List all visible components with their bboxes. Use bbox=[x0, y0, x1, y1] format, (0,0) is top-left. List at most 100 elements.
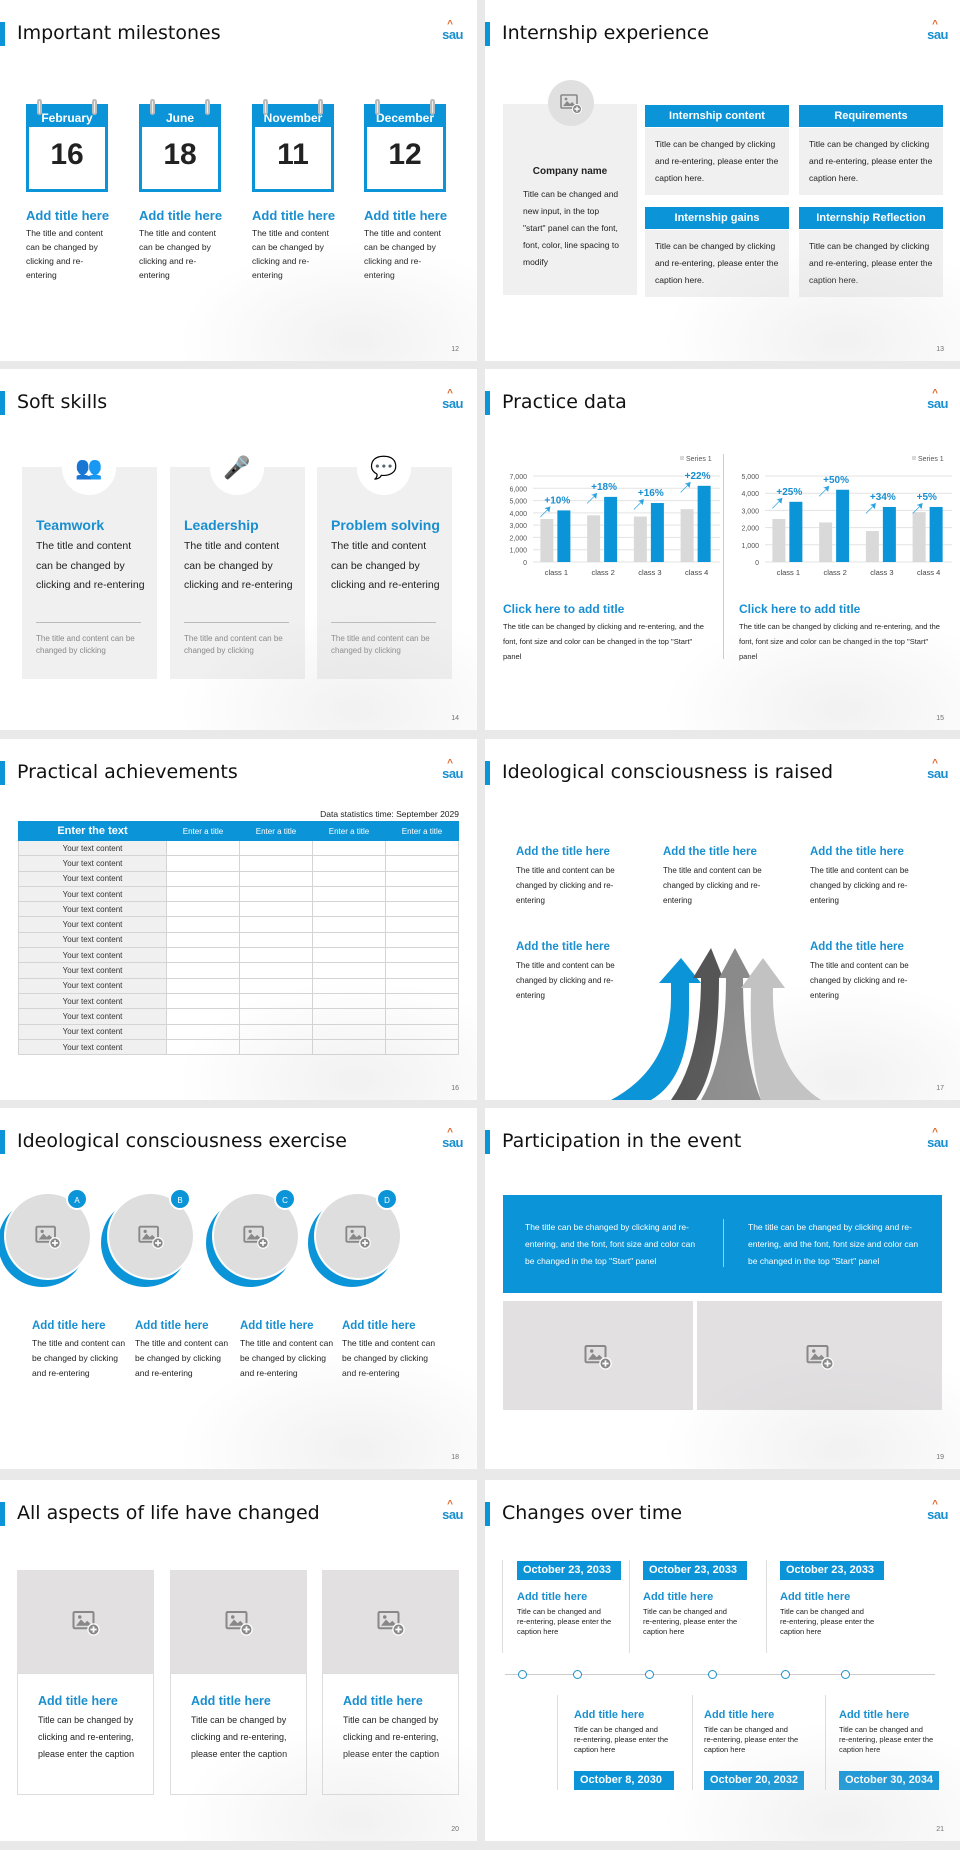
table-cell[interactable] bbox=[166, 916, 240, 933]
table-header-cell: Enter a title bbox=[312, 821, 386, 841]
bar bbox=[604, 496, 618, 562]
table-cell[interactable] bbox=[239, 962, 313, 979]
table-cell[interactable] bbox=[385, 901, 459, 918]
table-cell[interactable] bbox=[239, 977, 313, 994]
table-cell[interactable] bbox=[166, 992, 240, 1010]
table-cell[interactable] bbox=[312, 962, 386, 979]
timeline-node[interactable] bbox=[708, 1670, 717, 1679]
table-cell[interactable] bbox=[312, 1038, 386, 1056]
growth-label: +22% bbox=[685, 471, 711, 482]
table-cell[interactable] bbox=[385, 839, 459, 857]
table-cell[interactable] bbox=[239, 931, 313, 949]
table-cell[interactable] bbox=[312, 855, 386, 872]
table-cell[interactable] bbox=[239, 855, 313, 872]
table-cell[interactable] bbox=[239, 1008, 313, 1025]
table-cell[interactable]: Your text content bbox=[18, 947, 167, 964]
image-placeholder[interactable] bbox=[322, 1570, 459, 1673]
item-title: Add the title here bbox=[663, 846, 757, 858]
timeline-node[interactable] bbox=[573, 1670, 582, 1679]
table-cell[interactable] bbox=[385, 885, 459, 903]
calendar-ring bbox=[375, 99, 380, 115]
image-placeholder-icon[interactable] bbox=[548, 80, 594, 126]
table-cell[interactable] bbox=[312, 901, 386, 918]
image-placeholder[interactable] bbox=[697, 1301, 942, 1410]
table-cell[interactable]: Your text content bbox=[18, 1008, 167, 1025]
skill-title: Teamwork bbox=[36, 517, 105, 533]
table-cell[interactable] bbox=[239, 885, 313, 903]
table-cell[interactable] bbox=[385, 855, 459, 872]
table-cell[interactable] bbox=[385, 1038, 459, 1056]
table-cell[interactable]: Your text content bbox=[18, 839, 167, 857]
table-cell[interactable] bbox=[239, 1038, 313, 1056]
table-cell[interactable] bbox=[166, 885, 240, 903]
table-cell[interactable] bbox=[312, 992, 386, 1010]
table-cell[interactable] bbox=[385, 1023, 459, 1040]
table-cell[interactable] bbox=[312, 977, 386, 994]
growth-label: +10% bbox=[544, 495, 570, 506]
table-cell[interactable] bbox=[385, 992, 459, 1010]
table-cell[interactable] bbox=[166, 901, 240, 918]
growth-label: +16% bbox=[638, 488, 664, 499]
table-cell[interactable]: Your text content bbox=[18, 870, 167, 887]
table-cell[interactable] bbox=[385, 947, 459, 964]
bar bbox=[557, 510, 571, 562]
table-cell[interactable]: Your text content bbox=[18, 1038, 167, 1056]
table-cell[interactable]: Your text content bbox=[18, 1023, 167, 1040]
page-number: 16 bbox=[451, 1085, 459, 1092]
slide-title: Changes over time bbox=[502, 1502, 683, 1524]
table-cell[interactable] bbox=[166, 839, 240, 857]
table-cell[interactable] bbox=[166, 977, 240, 994]
table-cell[interactable] bbox=[166, 962, 240, 979]
image-placeholder[interactable] bbox=[17, 1570, 154, 1673]
table-cell[interactable] bbox=[385, 931, 459, 949]
table-cell[interactable] bbox=[385, 962, 459, 979]
table-cell[interactable] bbox=[239, 1023, 313, 1040]
table-cell[interactable] bbox=[239, 839, 313, 857]
timeline-node[interactable] bbox=[841, 1670, 850, 1679]
table-cell[interactable]: Your text content bbox=[18, 962, 167, 979]
calendar-day: 11 bbox=[277, 138, 309, 171]
table-cell[interactable] bbox=[239, 870, 313, 887]
table-cell[interactable]: Your text content bbox=[18, 855, 167, 872]
table-cell[interactable] bbox=[166, 855, 240, 872]
slide-18: Ideological consciousness exercise sau 18 A… bbox=[0, 1108, 477, 1469]
table-cell[interactable] bbox=[166, 1023, 240, 1040]
table-cell[interactable] bbox=[312, 870, 386, 887]
table-cell[interactable] bbox=[312, 1008, 386, 1025]
table-cell[interactable] bbox=[385, 977, 459, 994]
timeline-node[interactable] bbox=[781, 1670, 790, 1679]
image-placeholder[interactable] bbox=[503, 1301, 693, 1410]
table-cell[interactable] bbox=[312, 885, 386, 903]
table-cell[interactable] bbox=[239, 992, 313, 1010]
table-cell[interactable] bbox=[239, 947, 313, 964]
table-cell[interactable]: Your text content bbox=[18, 992, 167, 1010]
image-placeholder[interactable] bbox=[107, 1192, 195, 1280]
table-cell[interactable] bbox=[166, 931, 240, 949]
banner-text: The title can be changed by clicking and… bbox=[525, 1222, 696, 1266]
table-cell[interactable] bbox=[166, 947, 240, 964]
table-cell[interactable]: Your text content bbox=[18, 977, 167, 994]
table-cell[interactable] bbox=[385, 1008, 459, 1025]
table-cell[interactable] bbox=[312, 1023, 386, 1040]
table-cell[interactable] bbox=[385, 870, 459, 887]
table-cell[interactable] bbox=[312, 839, 386, 857]
table-cell[interactable] bbox=[312, 931, 386, 949]
table-cell[interactable]: Your text content bbox=[18, 885, 167, 903]
table-cell[interactable]: Your text content bbox=[18, 901, 167, 918]
image-placeholder[interactable] bbox=[170, 1570, 307, 1673]
table-cell[interactable] bbox=[239, 916, 313, 933]
table-cell[interactable] bbox=[166, 1038, 240, 1056]
table-cell[interactable] bbox=[312, 947, 386, 964]
table-cell[interactable] bbox=[312, 916, 386, 933]
table-cell[interactable]: Your text content bbox=[18, 931, 167, 949]
table-cell[interactable] bbox=[385, 916, 459, 933]
table-cell[interactable] bbox=[239, 901, 313, 918]
slide-16: Practical achievements sau 16 Data statisti… bbox=[0, 739, 477, 1100]
table-row: Your text content bbox=[18, 1023, 459, 1040]
table-cell[interactable] bbox=[166, 1008, 240, 1025]
timeline-node[interactable] bbox=[645, 1670, 654, 1679]
event-title: Add title here bbox=[517, 1591, 588, 1603]
table-cell[interactable] bbox=[166, 870, 240, 887]
timeline-node[interactable] bbox=[518, 1670, 527, 1679]
table-cell[interactable]: Your text content bbox=[18, 916, 167, 933]
